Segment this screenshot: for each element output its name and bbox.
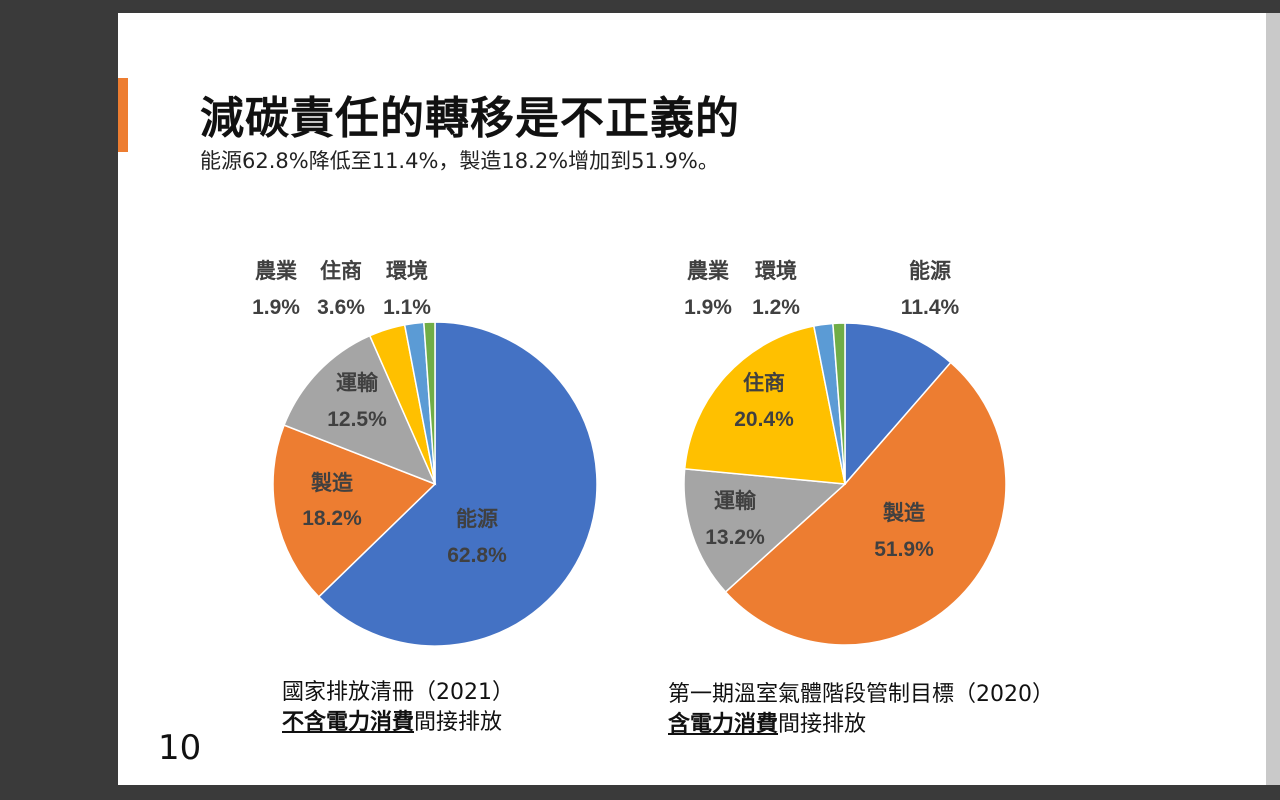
pie2-slice-2 <box>683 468 847 594</box>
pie1-category-label-2: 運輸 <box>336 371 379 395</box>
pie2-value-label-3: 20.4% <box>734 408 794 431</box>
pie2-category-label-4: 農業 <box>687 259 730 283</box>
page-title: 減碳責任的轉移是不正義的 <box>200 93 740 144</box>
page-number: 10 <box>158 728 202 768</box>
pie1-category-label-4: 農業 <box>255 259 298 283</box>
caption-left-line1: 國家排放清冊（2021） <box>282 680 514 705</box>
pie2-slice-0 <box>844 322 952 487</box>
pie2-slice-1 <box>724 361 1007 646</box>
pie1-slice-0 <box>317 321 598 647</box>
pie1-category-label-0: 能源 <box>456 507 498 531</box>
pie2-slice-3 <box>683 325 846 485</box>
pie2-value-label-2: 13.2% <box>705 526 765 549</box>
caption-right-line1: 第一期溫室氣體階段管制目標（2020） <box>668 682 1054 707</box>
pie2-value-label-1: 51.9% <box>874 538 934 561</box>
pie2-category-label-0: 能源 <box>909 259 951 283</box>
pie2-value-label-4: 1.9% <box>684 296 732 319</box>
caption-right-rest: 間接排放 <box>778 712 867 737</box>
pie2-category-label-2: 運輸 <box>714 489 757 513</box>
pie1-slice-5 <box>423 321 436 485</box>
title-accent-bar <box>118 78 128 152</box>
caption-left-emphasis: 不含電力消費 <box>282 710 415 735</box>
pie1-value-label-2: 12.5% <box>327 408 387 431</box>
pie2-value-label-5: 1.2% <box>752 296 800 319</box>
pie2-category-label-3: 住商 <box>743 371 785 395</box>
caption-right-emphasis: 含電力消費 <box>668 712 779 737</box>
pie2-value-label-0: 11.4% <box>901 296 960 319</box>
pie2-category-label-5: 環境 <box>755 259 797 283</box>
caption-left: 國家排放清冊（2021） 不含電力消費間接排放 <box>282 678 514 738</box>
pie1-value-label-1: 18.2% <box>302 507 362 530</box>
pie1-value-label-5: 1.1% <box>383 296 431 319</box>
caption-left-rest: 間接排放 <box>414 710 503 735</box>
pie1-category-label-5: 環境 <box>386 259 428 283</box>
pie1-slice-1 <box>272 424 437 598</box>
pie2-slice-5 <box>832 322 846 485</box>
pie2-category-label-1: 製造 <box>882 501 926 525</box>
pie1-category-label-3: 住商 <box>320 259 362 283</box>
pie1-value-label-0: 62.8% <box>447 544 507 567</box>
pie1-slice-2 <box>283 334 437 486</box>
scrollbar[interactable] <box>1266 13 1280 785</box>
caption-right: 第一期溫室氣體階段管制目標（2020） 含電力消費間接排放 <box>668 680 1054 740</box>
pie1-value-label-4: 1.9% <box>252 296 300 319</box>
pie1-value-label-3: 3.6% <box>317 296 365 319</box>
pie1-category-label-1: 製造 <box>310 471 354 495</box>
page-subtitle: 能源62.8%降低至11.4%，製造18.2%增加到51.9%。 <box>200 149 719 173</box>
